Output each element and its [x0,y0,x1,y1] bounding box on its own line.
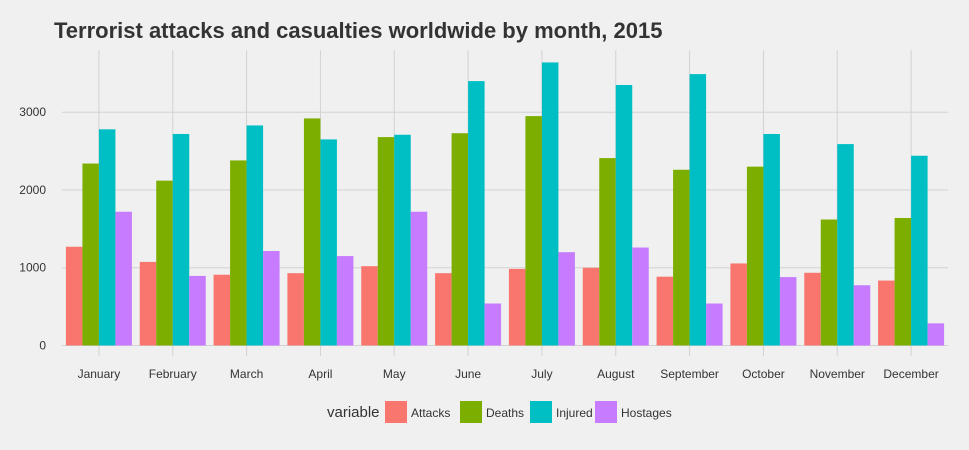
bar-attacks-october [730,263,747,346]
y-tick-label: 3000 [19,105,46,119]
x-tick-label: October [742,367,785,381]
bar-injured-november [837,144,854,346]
bar-hostages-december [927,323,945,346]
bar-hostages-august [632,247,649,346]
x-tick-label: February [149,367,197,381]
bar-injured-september [689,74,707,346]
x-tick-label: November [810,367,865,381]
legend-label-deaths: Deaths [486,406,524,420]
bar-hostages-april [336,256,354,346]
bar-injured-july [541,62,559,346]
bar-attacks-november [804,272,821,346]
bar-deaths-may [377,137,395,346]
bar-attacks-september [656,276,674,346]
legend-label-attacks: Attacks [411,406,450,420]
bar-injured-april [320,139,337,346]
bar-injured-august [615,84,633,346]
x-tick-label: December [883,367,938,381]
bar-deaths-april [303,118,321,346]
bar-deaths-february [156,180,173,346]
legend-key-injured [530,401,552,423]
bar-attacks-july [508,268,526,346]
x-tick-label: March [230,367,263,381]
bar-hostages-june [484,303,502,346]
legend: variable Attacks Deaths Injured Hostages [327,401,672,423]
bar-attacks-february [139,261,157,346]
bar-hostages-november [853,285,871,346]
x-tick-label: July [531,367,552,381]
bar-attacks-april [287,273,304,346]
bar-attacks-january [65,246,83,346]
bar-hostages-march [263,251,280,346]
legend-title: variable [327,404,380,421]
bar-deaths-september [673,169,690,346]
x-tick-label: May [383,367,406,381]
x-tick-label: August [597,367,635,381]
legend-key-attacks [385,401,407,423]
bar-attacks-may [361,266,378,346]
bar-deaths-march [230,160,247,346]
legend-label-injured: Injured [556,406,593,420]
bar-deaths-december [894,217,912,346]
bar-deaths-june [451,133,469,346]
bar-deaths-november [820,219,838,346]
bar-attacks-august [582,267,600,346]
bar-injured-december [911,155,928,346]
y-tick-label: 1000 [19,261,46,275]
legend-key-deaths [460,401,482,423]
y-tick-label: 0 [39,339,46,353]
x-tick-label: January [78,367,121,381]
bar-attacks-june [435,273,452,346]
x-axis: January February March April May June July Augu… [78,367,939,381]
bars [65,62,945,346]
x-tick-label: September [660,367,719,381]
bar-injured-may [394,134,411,346]
legend-label-hostages: Hostages [621,406,672,420]
bar-hostages-october [779,277,797,346]
bar-injured-january [98,129,116,346]
bar-hostages-may [410,211,428,346]
bar-hostages-january [115,211,132,346]
bar-injured-june [468,81,485,346]
bar-attacks-march [213,274,231,346]
bar-attacks-december [878,280,895,346]
bar-deaths-october [746,166,764,346]
x-tick-label: April [308,367,332,381]
bar-hostages-september [706,303,723,346]
chart-title: Terrorist attacks and casualties worldwi… [54,18,662,43]
bar-hostages-july [558,252,575,346]
bar-deaths-january [82,163,99,346]
y-tick-label: 2000 [19,183,46,197]
x-tick-label: June [455,367,481,381]
bar-deaths-july [525,116,542,346]
legend-key-hostages [595,401,617,423]
y-axis: 0 1000 2000 3000 [19,105,46,352]
bar-injured-february [172,133,190,346]
bar-injured-march [246,125,264,346]
bar-injured-october [763,133,780,346]
bar-deaths-august [599,158,616,346]
bar-hostages-february [189,275,206,346]
